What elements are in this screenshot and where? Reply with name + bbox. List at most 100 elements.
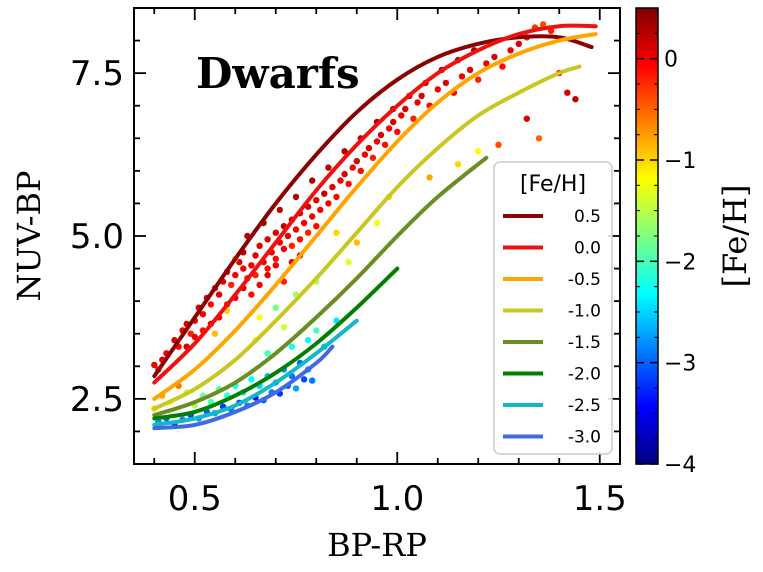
data-point-49 (317, 206, 324, 214)
colorbar-tick-label-2: −2 (664, 250, 696, 275)
data-point-57 (349, 164, 356, 171)
data-point-80 (475, 76, 482, 83)
data-point-50 (321, 190, 328, 197)
data-point-37 (284, 232, 292, 240)
data-point-78 (458, 73, 466, 80)
data-point-68 (394, 128, 401, 135)
data-point-48 (313, 223, 320, 230)
data-point-83 (499, 63, 506, 70)
data-point-81 (483, 60, 490, 67)
data-point-82 (491, 53, 498, 61)
y-axis-label: NUV-BP (10, 171, 48, 302)
data-point-33 (272, 255, 279, 262)
data-point-177 (292, 193, 300, 201)
data-point-46 (309, 213, 316, 220)
legend-label-3: -1.0 (568, 302, 601, 322)
legend-label-5: -2.0 (568, 365, 601, 385)
data-point-73 (418, 92, 425, 100)
data-point-61 (365, 144, 373, 152)
data-point-159 (248, 291, 255, 298)
data-point-176 (276, 206, 283, 214)
data-point-131 (248, 376, 255, 383)
data-point-51 (325, 200, 332, 207)
data-point-18 (228, 281, 235, 289)
legend-label-2: -0.5 (568, 270, 601, 290)
data-point-178 (309, 177, 316, 184)
data-point-59 (357, 167, 364, 175)
data-point-24 (248, 262, 255, 269)
data-point-103 (345, 258, 352, 266)
data-point-106 (272, 304, 279, 311)
legend-title: [Fe/H] (520, 172, 586, 197)
series-line-3 (152, 64, 582, 411)
scatter-points (151, 21, 579, 427)
data-point-111 (211, 330, 219, 337)
data-point-39 (288, 242, 296, 249)
data-point-98 (426, 174, 433, 181)
data-point-102 (333, 229, 340, 236)
data-point-40 (292, 226, 300, 233)
x-tick-label-1: 1.0 (370, 479, 424, 519)
data-point-94 (535, 135, 543, 142)
data-point-162 (272, 262, 279, 269)
x-tick-label-0: 0.5 (168, 479, 222, 519)
model-lines (152, 23, 598, 431)
series-line-4 (152, 155, 489, 418)
data-point-84 (507, 47, 514, 54)
data-point-75 (434, 86, 441, 93)
panel-title: Dwarfs (196, 49, 360, 98)
colorbar-tick-label-1: −1 (664, 149, 696, 174)
colorbar-tick-label-4: −4 (664, 453, 696, 478)
data-point-71 (410, 115, 417, 122)
colorbar-label: [Fe/H] (716, 184, 754, 287)
data-point-100 (373, 219, 381, 227)
data-point-11 (199, 311, 207, 318)
y-tick-label-1: 5.0 (70, 217, 124, 257)
legend: [Fe/H] 0.5 0.0 -0.5 -1.0 -1.5 -2.0 -2.5 -3.0 (493, 161, 613, 455)
colorbar-tick-label-0: 0 (664, 48, 678, 73)
data-point-113 (264, 350, 271, 357)
data-point-63 (373, 138, 381, 145)
series-line-5 (152, 266, 400, 421)
data-point-180 (341, 148, 348, 155)
legend-box (493, 161, 613, 455)
colorbar-ticks: 0 −1 −2 −3 −4 (636, 32, 696, 478)
data-point-56 (345, 180, 352, 188)
data-point-108 (256, 314, 263, 321)
series-line-2 (152, 32, 598, 401)
data-point-92 (572, 96, 579, 103)
data-point-27 (256, 242, 263, 249)
data-point-157 (300, 376, 308, 383)
data-point-52 (329, 183, 336, 191)
series-line-1 (152, 23, 598, 385)
data-point-107 (280, 324, 288, 331)
y-tick-label-0: 2.5 (70, 380, 124, 420)
data-point-36 (280, 245, 288, 253)
data-point-85 (515, 40, 522, 47)
data-point-93 (523, 115, 530, 122)
data-point-0 (151, 361, 158, 369)
data-point-13 (207, 301, 215, 308)
axis-ticks: 0.5 1.0 1.5 2.5 5.0 7.5 (70, 8, 627, 519)
data-point-115 (304, 337, 312, 344)
data-point-76 (442, 79, 450, 87)
data-point-91 (564, 89, 571, 96)
data-point-29 (264, 236, 271, 243)
x-tick-label-2: 1.5 (573, 479, 627, 519)
data-point-79 (466, 66, 474, 74)
legend-label-6: -2.5 (568, 396, 601, 416)
data-point-65 (381, 141, 389, 148)
legend-entries: 0.5 0.0 -0.5 -1.0 -1.5 -2.0 -2.5 -3.0 (503, 207, 601, 448)
legend-label-7: -3.0 (568, 428, 601, 448)
data-point-47 (313, 197, 320, 204)
data-point-25 (252, 252, 259, 259)
data-point-179 (325, 164, 332, 171)
x-axis-label: BP-RP (327, 526, 427, 564)
data-point-95 (495, 141, 502, 148)
data-point-66 (385, 125, 393, 132)
series-line-7 (152, 344, 335, 431)
data-point-101 (353, 239, 360, 246)
legend-label-4: -1.5 (568, 333, 601, 353)
data-point-19 (232, 271, 239, 279)
